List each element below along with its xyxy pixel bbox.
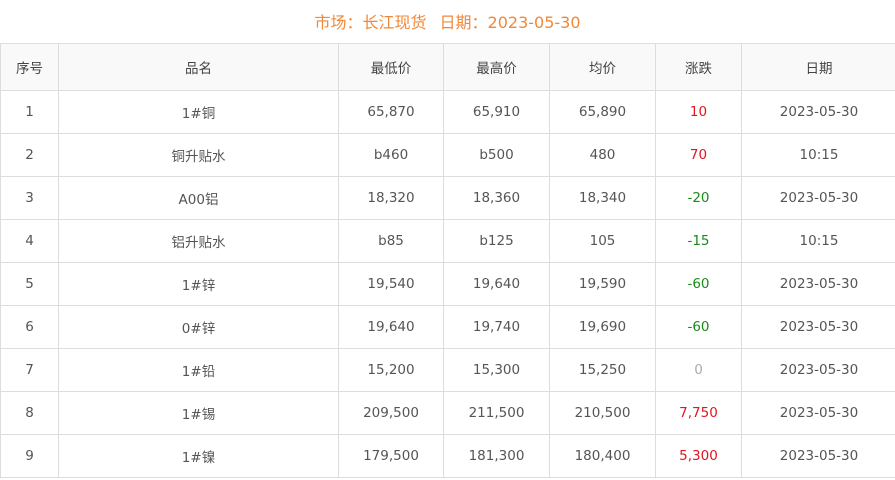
cell-change: -60 [655, 305, 742, 349]
cell-no: 5 [0, 262, 59, 306]
cell-no: 1 [0, 90, 59, 134]
table-row: 5 1#锌 19,540 19,640 19,590 -60 2023-05-30 [0, 262, 895, 306]
cell-date: 2023-05-30 [741, 90, 895, 134]
cell-high: 19,740 [443, 305, 550, 349]
cell-date: 10:15 [741, 219, 895, 263]
cell-avg: 105 [549, 219, 656, 263]
cell-no: 4 [0, 219, 59, 263]
cell-no: 3 [0, 176, 59, 220]
date-label: 日期：2023-05-30 [439, 13, 581, 32]
cell-change: 10 [655, 90, 742, 134]
cell-no: 9 [0, 434, 59, 478]
cell-no: 8 [0, 391, 59, 435]
column-header: 品名 [58, 43, 339, 91]
market-label: 市场：长江现货 [314, 13, 427, 32]
cell-low: 19,540 [338, 262, 444, 306]
cell-high: 18,360 [443, 176, 550, 220]
cell-date: 2023-05-30 [741, 176, 895, 220]
cell-no: 7 [0, 348, 59, 392]
cell-name: 1#锡 [58, 391, 339, 435]
cell-high: 181,300 [443, 434, 550, 478]
cell-high: b500 [443, 133, 550, 177]
cell-avg: 15,250 [549, 348, 656, 392]
table-row: 1 1#铜 65,870 65,910 65,890 10 2023-05-30 [0, 90, 895, 134]
cell-avg: 210,500 [549, 391, 656, 435]
cell-name: 1#铅 [58, 348, 339, 392]
cell-name: 0#锌 [58, 305, 339, 349]
table-row: 7 1#铅 15,200 15,300 15,250 0 2023-05-30 [0, 348, 895, 392]
cell-high: b125 [443, 219, 550, 263]
cell-low: 18,320 [338, 176, 444, 220]
cell-change: -60 [655, 262, 742, 306]
table-row: 6 0#锌 19,640 19,740 19,690 -60 2023-05-30 [0, 305, 895, 349]
cell-low: 19,640 [338, 305, 444, 349]
cell-high: 65,910 [443, 90, 550, 134]
cell-high: 19,640 [443, 262, 550, 306]
cell-change: 0 [655, 348, 742, 392]
cell-avg: 19,690 [549, 305, 656, 349]
table-row: 2 铜升贴水 b460 b500 480 70 10:15 [0, 133, 895, 177]
cell-name: A00铝 [58, 176, 339, 220]
table-row: 3 A00铝 18,320 18,360 18,340 -20 2023-05-30 [0, 176, 895, 220]
cell-low: b85 [338, 219, 444, 263]
cell-avg: 18,340 [549, 176, 656, 220]
column-header: 序号 [0, 43, 59, 91]
page-title: 市场：长江现货 日期：2023-05-30 [0, 0, 895, 43]
cell-date: 2023-05-30 [741, 348, 895, 392]
cell-name: 铝升贴水 [58, 219, 339, 263]
cell-date: 10:15 [741, 133, 895, 177]
table-row: 8 1#锡 209,500 211,500 210,500 7,750 2023-05-30 [0, 391, 895, 435]
table-row: 4 铝升贴水 b85 b125 105 -15 10:15 [0, 219, 895, 263]
cell-change: -20 [655, 176, 742, 220]
cell-low: 15,200 [338, 348, 444, 392]
cell-change: 7,750 [655, 391, 742, 435]
cell-date: 2023-05-30 [741, 391, 895, 435]
cell-change: 5,300 [655, 434, 742, 478]
cell-low: 179,500 [338, 434, 444, 478]
cell-date: 2023-05-30 [741, 434, 895, 478]
column-header: 日期 [741, 43, 895, 91]
table-row: 9 1#镍 179,500 181,300 180,400 5,300 2023-05-30 [0, 434, 895, 478]
cell-date: 2023-05-30 [741, 262, 895, 306]
table-header: 序号 品名 最低价 最高价 均价 涨跌 日期 [0, 43, 895, 91]
column-header: 最高价 [443, 43, 550, 91]
cell-avg: 65,890 [549, 90, 656, 134]
column-header: 涨跌 [655, 43, 742, 91]
cell-no: 6 [0, 305, 59, 349]
cell-change: 70 [655, 133, 742, 177]
cell-name: 1#锌 [58, 262, 339, 306]
cell-avg: 480 [549, 133, 656, 177]
cell-high: 211,500 [443, 391, 550, 435]
cell-low: 65,870 [338, 90, 444, 134]
cell-name: 1#镍 [58, 434, 339, 478]
cell-high: 15,300 [443, 348, 550, 392]
cell-avg: 180,400 [549, 434, 656, 478]
cell-low: b460 [338, 133, 444, 177]
cell-no: 2 [0, 133, 59, 177]
cell-change: -15 [655, 219, 742, 263]
cell-avg: 19,590 [549, 262, 656, 306]
column-header: 最低价 [338, 43, 444, 91]
cell-name: 1#铜 [58, 90, 339, 134]
cell-date: 2023-05-30 [741, 305, 895, 349]
price-table: 序号 品名 最低价 最高价 均价 涨跌 日期 1 1#铜 65,870 65,910 65,890 1… [0, 43, 895, 478]
cell-name: 铜升贴水 [58, 133, 339, 177]
column-header: 均价 [549, 43, 656, 91]
cell-low: 209,500 [338, 391, 444, 435]
